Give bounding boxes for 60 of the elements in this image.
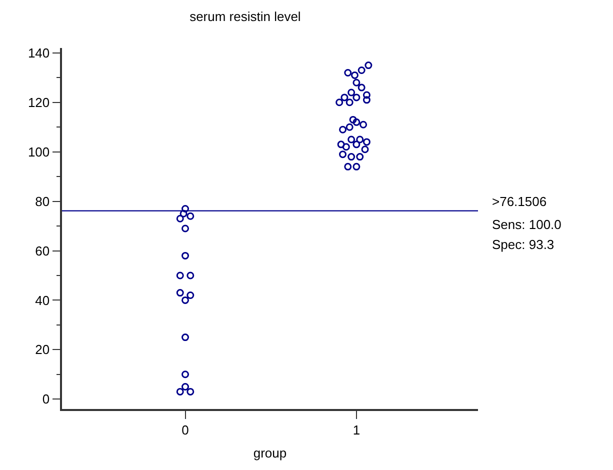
point [348,88,356,96]
point [182,370,190,378]
point [182,224,190,232]
point [182,334,190,342]
point [360,120,368,128]
point [182,252,190,260]
point [186,388,194,396]
point [349,116,357,124]
point [344,68,352,76]
point [182,204,190,212]
y-tick-label: 40 [35,292,50,308]
point [176,289,184,297]
y-tick-label: 100 [28,144,50,160]
point [186,292,194,300]
point [352,140,360,148]
x-tick-label: 1 [352,422,360,438]
point [352,118,360,126]
point [339,150,347,158]
point [339,126,347,134]
point [356,136,364,144]
point [350,71,358,79]
point [362,91,370,99]
point [336,98,344,106]
point [362,96,370,104]
point [364,62,372,70]
point [356,153,364,161]
chart-title: serum resistin level [190,8,301,24]
y-tick-label: 140 [28,46,50,60]
point [348,153,356,161]
point [340,94,348,102]
point [176,272,184,280]
point [346,98,354,106]
point [344,162,352,170]
ref-line-label: >76.1506 [492,194,547,209]
point [176,214,184,222]
y-tick-label: 20 [35,342,50,358]
point [358,84,366,92]
point [186,272,194,280]
x-axis-title: group [253,445,287,460]
point [342,143,350,151]
text: Sens: 100.0 [492,217,562,232]
point [352,78,360,86]
point [337,140,345,148]
point [361,146,369,154]
point [176,388,184,396]
point [358,66,366,74]
text: Spec: 93.3 [492,237,554,252]
point [186,212,194,220]
point [180,210,188,218]
point [348,136,356,144]
y-tick-label: 0 [42,392,50,407]
y-tick-label: 80 [35,194,50,209]
y-tick-label: 120 [28,94,50,110]
point [352,162,360,170]
point [182,383,190,390]
point [362,138,370,146]
point [182,296,190,304]
y-tick-label: 60 [35,243,50,258]
point [346,123,354,131]
point [352,94,360,102]
